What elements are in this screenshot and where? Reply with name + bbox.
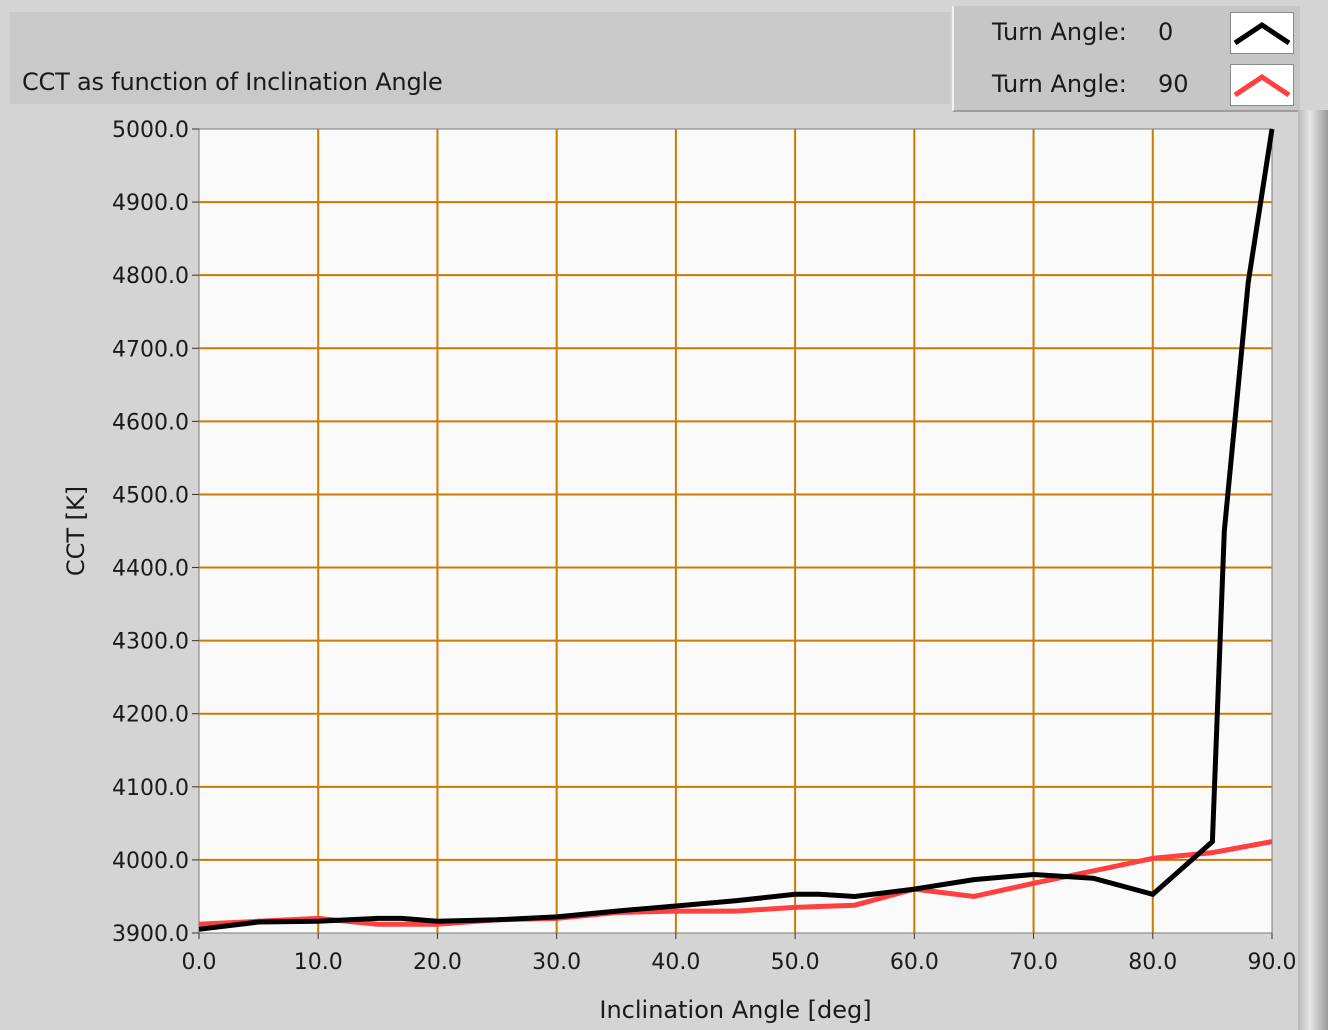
x-axis-label: Inclination Angle [deg] — [599, 996, 871, 1024]
y-tick-label: 4900.0 — [112, 191, 189, 216]
x-tick-label: 70.0 — [1009, 950, 1058, 975]
x-tick-label: 10.0 — [294, 950, 343, 975]
legend-item-turn-angle-0[interactable]: Turn Angle: 0 — [954, 6, 1300, 58]
legend-value: 0 — [1158, 18, 1174, 46]
panel-edge — [1298, 110, 1328, 1030]
y-tick-label: 4400.0 — [112, 557, 189, 582]
y-tick-label: 4500.0 — [112, 483, 189, 508]
y-axis-tick-labels: 3900.0 4000.0 4100.0 4200.0 4300.0 4400.0 4500… — [112, 118, 189, 947]
x-tick-label: 20.0 — [413, 950, 462, 975]
series-line-turn-angle-0 — [198, 128, 1275, 932]
legend-label: Turn Angle: — [992, 70, 1127, 98]
x-tick-label: 40.0 — [651, 950, 700, 975]
y-tick-label: 4300.0 — [112, 630, 189, 655]
x-tick-label: 80.0 — [1128, 950, 1177, 975]
title-bar — [10, 12, 950, 104]
plot-area — [198, 128, 1273, 934]
x-tick-label: 90.0 — [1248, 950, 1297, 975]
series-line-turn-angle-90 — [198, 839, 1273, 927]
plot-legend[interactable]: Turn Angle: 0 Turn Angle: 90 — [952, 6, 1300, 112]
x-axis-tick-labels: 0.0 10.0 20.0 30.0 40.0 50.0 60.0 70.0 80.0 90.0 — [182, 950, 1297, 975]
y-axis-label: CCT [K] — [62, 486, 90, 576]
legend-value: 90 — [1158, 70, 1189, 98]
y-tick-label: 4700.0 — [112, 337, 189, 362]
y-tick-label: 3900.0 — [112, 922, 189, 947]
axis-ticks — [192, 128, 1273, 939]
grid-lines — [199, 129, 1272, 933]
y-tick-label: 4800.0 — [112, 264, 189, 289]
series-layer — [198, 128, 1275, 932]
y-tick-label: 4000.0 — [112, 849, 189, 874]
x-tick-label: 50.0 — [771, 950, 820, 975]
y-tick-label: 5000.0 — [112, 118, 189, 143]
y-tick-label: 4100.0 — [112, 776, 189, 801]
x-tick-label: 60.0 — [890, 950, 939, 975]
legend-label: Turn Angle: — [992, 18, 1127, 46]
x-tick-label: 30.0 — [532, 950, 581, 975]
y-tick-label: 4200.0 — [112, 703, 189, 728]
y-tick-label: 4600.0 — [112, 410, 189, 435]
chart-title: CCT as function of Inclination Angle — [22, 68, 443, 96]
x-tick-label: 0.0 — [182, 950, 217, 975]
line-swatch-icon[interactable] — [1230, 64, 1294, 106]
line-swatch-icon[interactable] — [1230, 12, 1294, 54]
legend-item-turn-angle-90[interactable]: Turn Angle: 90 — [954, 58, 1300, 110]
